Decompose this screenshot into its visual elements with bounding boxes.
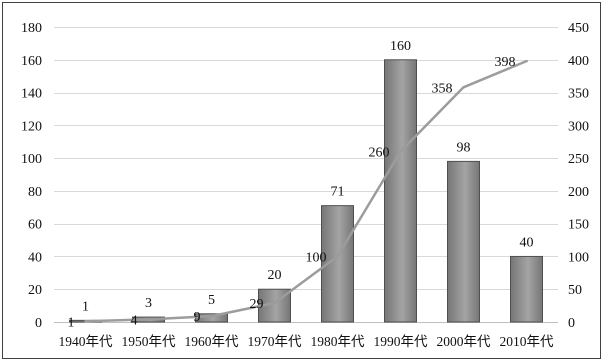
right-axis-tick-label: 250: [568, 152, 589, 167]
left-axis-tick-label: 140: [21, 87, 42, 102]
right-axis-tick-label: 200: [568, 185, 589, 200]
line-point: [336, 255, 339, 258]
line-path: [84, 59, 528, 323]
line-point: [273, 301, 276, 305]
right-axis-tick-label: 300: [568, 119, 589, 134]
category-axis-labels: 1940年代 1950年代 1960年代 1970年代 1980年代 1990年代 2000…: [59, 334, 555, 349]
category-label: 1980年代: [311, 334, 365, 349]
right-axis-tick-label: 150: [568, 218, 589, 233]
line-data-label: 358: [432, 81, 453, 96]
line-point: [462, 86, 465, 89]
left-axis-tick-labels: 0 20 40 60 80 100 120 140 160 180: [21, 21, 42, 331]
line-point: [399, 150, 402, 153]
bar-data-label: 160: [390, 39, 411, 54]
line-data-label: 398: [495, 55, 516, 70]
bar-data-label: 71: [331, 185, 345, 200]
bar-data-label: 1: [82, 299, 89, 314]
left-axis-tick-label: 40: [28, 250, 42, 265]
bar-series: [69, 59, 543, 323]
category-label: 1960年代: [185, 334, 239, 349]
line-point: [525, 59, 528, 63]
line-point: [84, 320, 87, 323]
left-axis-tick-label: 180: [21, 21, 42, 36]
bar-data-label: 5: [208, 293, 215, 308]
category-label: 2010年代: [500, 334, 555, 349]
left-axis-tick-label: 60: [28, 218, 42, 233]
category-label: 2000年代: [437, 334, 491, 349]
right-axis-tick-label: 0: [568, 316, 575, 331]
right-axis-tick-label: 100: [568, 250, 589, 265]
right-axis-tick-label: 350: [568, 87, 589, 102]
right-axis-tick-label: 450: [568, 21, 589, 36]
category-label: 1970年代: [248, 334, 302, 349]
right-axis-tick-labels: 0 50 100 150 200 250 300 350 400 450: [568, 21, 589, 331]
right-axis-tick-label: 50: [568, 283, 582, 298]
line-data-label: 29: [250, 297, 264, 312]
bar-data-label: 3: [145, 296, 152, 311]
category-label: 1950年代: [122, 334, 176, 349]
line-data-label: 260: [369, 146, 390, 161]
bar-data-labels: 1 3 5 20 71 160 98 40: [82, 39, 534, 315]
left-axis-tick-label: 0: [35, 316, 42, 331]
line-data-label: 9: [194, 310, 201, 325]
left-axis-tick-label: 160: [21, 54, 42, 69]
left-axis-tick-label: 80: [28, 185, 42, 200]
category-label: 1940年代: [59, 334, 113, 349]
bar: [384, 59, 417, 323]
bar: [510, 255, 543, 323]
category-label: 1990年代: [374, 334, 428, 349]
left-axis-tick-label: 120: [21, 119, 42, 134]
bar: [447, 160, 480, 323]
line-data-label: 1: [68, 315, 75, 330]
left-axis-tick-label: 100: [21, 152, 42, 167]
line-series: [84, 59, 528, 323]
line-point: [210, 314, 213, 318]
line-data-label: 4: [131, 313, 138, 328]
bar-data-label: 40: [520, 235, 534, 250]
right-axis-tick-label: 400: [568, 54, 589, 69]
line-point: [147, 318, 150, 321]
bar-data-label: 20: [268, 268, 282, 283]
bar-data-label: 98: [457, 140, 471, 155]
left-axis-tick-label: 20: [28, 283, 42, 298]
line-data-label: 100: [306, 250, 327, 265]
